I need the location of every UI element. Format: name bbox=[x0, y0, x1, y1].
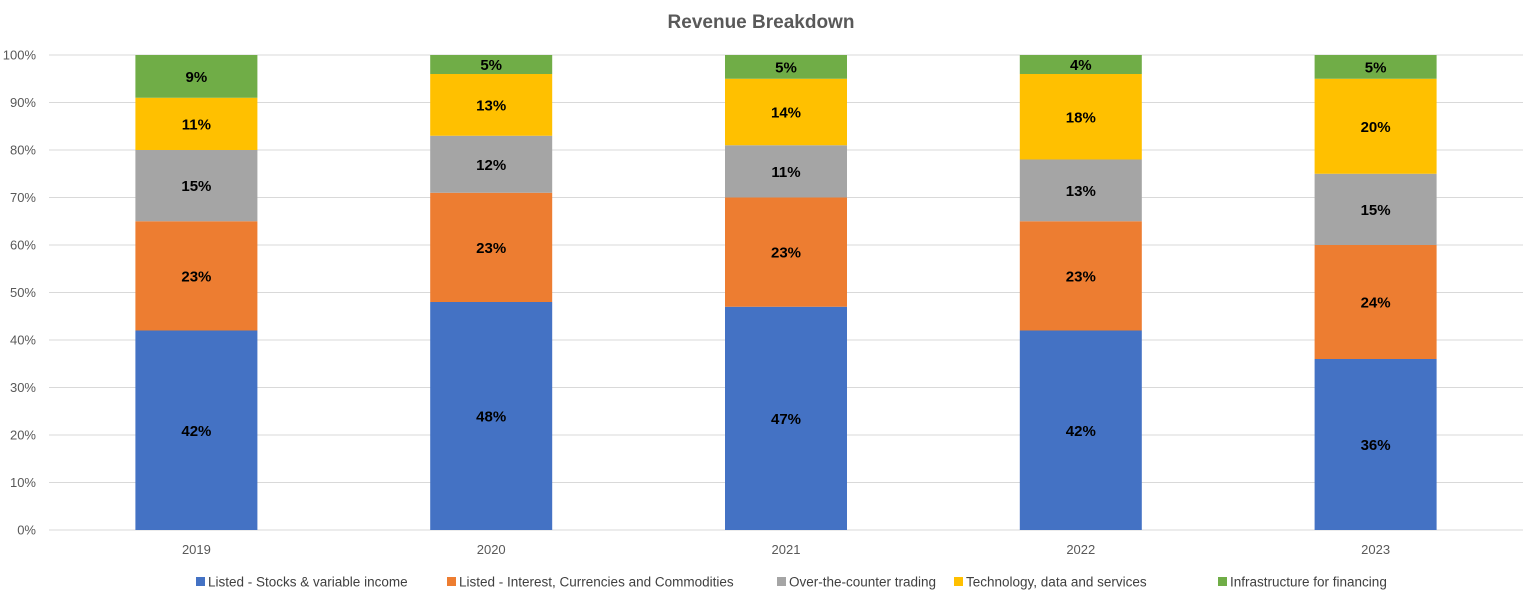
x-axis: 2019 2020 2021 2022 2023 bbox=[182, 542, 1390, 557]
legend-swatch bbox=[196, 577, 205, 586]
data-label: 13% bbox=[1066, 183, 1096, 200]
bar-segment bbox=[430, 55, 553, 74]
bars: 42% 23% 15% 11% 9% 48% 23% 12% 13% 5% 47% 23% 11% 14%… bbox=[135, 55, 1437, 530]
bar-segment bbox=[430, 135, 553, 193]
legend-item: Listed - Stocks & variable income bbox=[196, 575, 408, 590]
data-label: 5% bbox=[775, 59, 797, 76]
legend-item: Listed - Interest, Currencies and Commod… bbox=[447, 575, 734, 590]
bar-segment bbox=[725, 55, 847, 79]
legend-label: Listed - Interest, Currencies and Commod… bbox=[459, 575, 734, 590]
y-tick-label: 0% bbox=[17, 523, 36, 538]
bar-segment bbox=[1019, 74, 1142, 160]
data-label: 11% bbox=[771, 164, 800, 181]
data-label: 5% bbox=[1365, 59, 1387, 76]
bar-stack-2020: 48% 23% 12% 13% 5% bbox=[430, 55, 553, 530]
x-tick-label: 2020 bbox=[477, 542, 506, 557]
bar-stack-2023: 36% 24% 15% 20% 5% bbox=[1314, 55, 1437, 530]
legend-item: Technology, data and services bbox=[954, 575, 1147, 590]
bar-stack-2019: 42% 23% 15% 11% 9% bbox=[135, 55, 258, 530]
y-tick-label: 40% bbox=[10, 333, 36, 348]
bar-segment bbox=[725, 78, 847, 146]
y-tick-label: 20% bbox=[10, 428, 36, 443]
legend-label: Listed - Stocks & variable income bbox=[208, 575, 408, 590]
chart-title: Revenue Breakdown bbox=[668, 12, 855, 33]
y-tick-label: 80% bbox=[10, 143, 36, 158]
data-label: 9% bbox=[186, 69, 208, 86]
bar-segment bbox=[135, 55, 258, 98]
data-label: 14% bbox=[771, 105, 801, 122]
legend-label: Technology, data and services bbox=[966, 575, 1147, 590]
bar-segment bbox=[1314, 78, 1437, 174]
legend-swatch bbox=[447, 577, 456, 586]
y-tick-label: 70% bbox=[10, 190, 36, 205]
x-tick-label: 2022 bbox=[1066, 542, 1095, 557]
bar-stack-2022: 42% 23% 13% 18% 4% bbox=[1019, 55, 1142, 530]
legend-item: Over-the-counter trading bbox=[777, 575, 936, 590]
legend-label: Over-the-counter trading bbox=[789, 575, 936, 590]
bar-segment bbox=[1314, 173, 1437, 245]
data-label: 23% bbox=[771, 245, 801, 262]
bar-segment bbox=[135, 330, 258, 530]
bar-segment bbox=[1314, 55, 1437, 79]
data-label: 11% bbox=[182, 116, 211, 133]
data-label: 12% bbox=[476, 157, 506, 174]
y-tick-label: 100% bbox=[3, 48, 37, 63]
bar-segment bbox=[725, 145, 847, 198]
bar-segment bbox=[135, 221, 258, 331]
y-axis: 0% 10% 20% 30% 40% 50% 60% 70% 80% 90% 100% bbox=[3, 48, 37, 538]
legend: Listed - Stocks & variable income Listed … bbox=[196, 575, 1387, 590]
bar-segment bbox=[430, 74, 553, 136]
legend-swatch bbox=[954, 577, 963, 586]
data-label: 24% bbox=[1361, 295, 1391, 312]
bar-segment bbox=[1019, 55, 1142, 74]
legend-swatch bbox=[1218, 577, 1227, 586]
x-tick-label: 2019 bbox=[182, 542, 211, 557]
data-label: 20% bbox=[1361, 119, 1391, 136]
y-tick-label: 10% bbox=[10, 475, 36, 490]
data-label: 15% bbox=[181, 178, 211, 195]
y-tick-label: 30% bbox=[10, 380, 36, 395]
data-label: 48% bbox=[476, 409, 506, 426]
data-label: 15% bbox=[1361, 202, 1391, 219]
legend-label: Infrastructure for financing bbox=[1230, 575, 1387, 590]
x-tick-label: 2021 bbox=[772, 542, 801, 557]
bar-segment bbox=[1019, 221, 1142, 331]
y-tick-label: 90% bbox=[10, 95, 36, 110]
y-tick-label: 50% bbox=[10, 285, 36, 300]
data-label: 47% bbox=[771, 411, 801, 428]
bar-segment bbox=[725, 197, 847, 307]
bar-segment bbox=[135, 150, 258, 222]
legend-swatch bbox=[777, 577, 786, 586]
data-label: 23% bbox=[476, 240, 506, 257]
bar-segment bbox=[1019, 159, 1142, 222]
y-tick-label: 60% bbox=[10, 238, 36, 253]
data-label: 5% bbox=[480, 57, 502, 74]
bar-segment bbox=[1314, 245, 1437, 359]
data-label: 18% bbox=[1066, 109, 1096, 126]
data-label: 23% bbox=[181, 268, 211, 285]
data-label: 13% bbox=[476, 97, 506, 114]
bar-segment bbox=[135, 97, 258, 150]
bar-segment bbox=[430, 192, 553, 302]
data-label: 42% bbox=[181, 423, 211, 440]
data-label: 36% bbox=[1361, 437, 1391, 454]
x-tick-label: 2023 bbox=[1361, 542, 1390, 557]
bar-segment bbox=[430, 302, 553, 530]
data-label: 23% bbox=[1066, 268, 1096, 285]
bar-segment bbox=[1314, 359, 1437, 530]
data-label: 4% bbox=[1070, 57, 1092, 74]
data-label: 42% bbox=[1066, 423, 1096, 440]
bar-segment bbox=[725, 306, 847, 530]
legend-item: Infrastructure for financing bbox=[1218, 575, 1387, 590]
bar-segment bbox=[1019, 330, 1142, 530]
bar-stack-2021: 47% 23% 11% 14% 5% bbox=[725, 55, 847, 530]
